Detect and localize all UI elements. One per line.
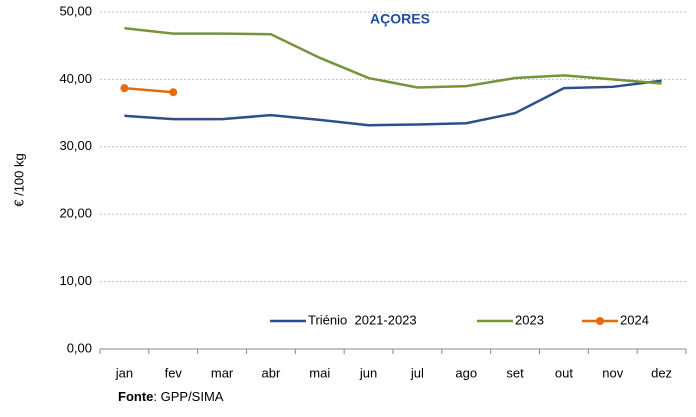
legend-marker [596, 317, 604, 325]
x-tick-label: fev [165, 365, 183, 380]
x-tick-label: mai [309, 365, 330, 380]
x-tick-label: jul [410, 365, 424, 380]
source-text: : GPP/SIMA [153, 389, 223, 404]
y-tick-label: 10,00 [59, 273, 92, 288]
x-tick-label: mar [211, 365, 234, 380]
series-line [124, 26, 662, 89]
y-tick-label: 30,00 [59, 138, 92, 153]
legend-label: Triénio 2021-2023 [308, 312, 417, 327]
source-label: Fonte [118, 389, 153, 404]
y-tick-label: 0,00 [67, 340, 92, 355]
y-axis-label: € /100 kg [11, 153, 26, 207]
source: Fonte: GPP/SIMA [118, 389, 224, 404]
x-tick-label: set [506, 365, 524, 380]
x-tick-label: ago [455, 365, 477, 380]
y-tick-label: 40,00 [59, 71, 92, 86]
legend-label: 2024 [620, 312, 649, 327]
x-tick-label: out [555, 365, 573, 380]
legend-label: 2023 [515, 312, 544, 327]
x-tick-label: jun [359, 365, 377, 380]
x-tick-label: dez [651, 365, 672, 380]
x-tick-label: jan [115, 365, 133, 380]
series-line [124, 86, 174, 94]
y-tick-label: 50,00 [59, 3, 92, 18]
x-tick-label: abr [262, 365, 281, 380]
x-tick-label: nov [602, 365, 623, 380]
series-line [124, 79, 662, 127]
point [169, 88, 178, 97]
point [120, 84, 129, 93]
y-tick-label: 20,00 [59, 206, 92, 221]
chart-title: AÇORES [370, 11, 430, 27]
